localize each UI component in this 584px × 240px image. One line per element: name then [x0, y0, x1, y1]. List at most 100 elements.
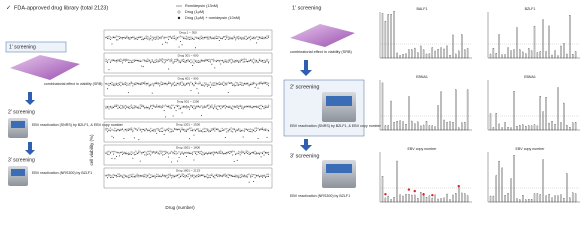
scatter-dot: [121, 62, 123, 64]
scatter-dot: [118, 173, 121, 175]
scatter-dot: [112, 153, 114, 155]
scatter-dot: [242, 61, 244, 63]
scatter-dot: [144, 83, 146, 85]
scatter-dot: [118, 82, 121, 84]
scatter-dot: [220, 38, 222, 40]
scatter-dot: [226, 60, 228, 62]
scatter-dot: [266, 107, 268, 109]
scatter-dot: [247, 152, 249, 154]
scatter-dot: [130, 153, 132, 155]
scatter-dot: [167, 58, 170, 61]
scatter-dot: [238, 60, 240, 63]
scatter-dot: [236, 37, 238, 39]
scatter-dot: [205, 58, 207, 61]
scatter-dot: [111, 84, 113, 86]
scatter-dot: [202, 36, 204, 38]
scatter-dot: [135, 153, 137, 155]
scatter-dot: [150, 150, 152, 152]
scatter-dot: [111, 175, 113, 177]
scatter-dot: [190, 36, 192, 38]
scatter-dot: [177, 37, 179, 39]
scatter-dot: [130, 61, 132, 63]
scatter-dot: [244, 36, 246, 38]
scatter-dot: [175, 84, 177, 86]
scatter-dot: [186, 175, 188, 177]
scatter-dot: [254, 150, 256, 153]
scatter-dot: [150, 84, 152, 86]
x-axis-label: Drug (number): [165, 205, 195, 210]
scatter-dot: [221, 105, 223, 107]
scatter-dot: [194, 106, 197, 108]
scatter-dot: [167, 127, 170, 129]
scatter-dot: [112, 84, 114, 86]
scatter-dot: [121, 38, 124, 40]
scatter-dot: [255, 60, 258, 63]
scatter-dot: [184, 105, 186, 107]
scatter-dot: [202, 128, 204, 130]
scatter-dot: [205, 84, 207, 86]
scatter-dot: [229, 174, 231, 176]
scatter-dot: [163, 59, 165, 61]
bar: [419, 45, 422, 59]
scatter-dot: [241, 150, 243, 152]
scatter-dot: [199, 81, 201, 83]
scatter-dot: [182, 82, 185, 85]
scatter-dot: [112, 107, 114, 109]
scatter-dot: [160, 58, 162, 60]
scatter-dot: [105, 106, 107, 108]
bar: [411, 120, 413, 131]
scatter-dot: [190, 81, 192, 83]
scatter-dot: [144, 173, 146, 176]
scatter-dot: [248, 84, 250, 86]
scatter-dot: [263, 129, 265, 131]
scatter-dot: [165, 104, 167, 106]
scatter-dot: [259, 83, 261, 85]
scatter-dot: [151, 83, 153, 85]
scatter-dot: [185, 129, 188, 131]
scatter-dot: [121, 83, 123, 85]
scatter-dot: [218, 84, 220, 86]
scatter-dot: [199, 60, 201, 62]
scatter-dot: [114, 174, 116, 176]
scatter-dot: [202, 106, 204, 108]
scatter-dot: [238, 153, 240, 155]
scatter-dot: [208, 152, 210, 154]
scatter-dot: [263, 81, 265, 83]
scatter-dot: [171, 161, 173, 163]
scatter-dot: [138, 37, 140, 39]
scatter-dot: [138, 176, 140, 178]
scatter-dot: [226, 106, 228, 108]
scatter-dot: [203, 82, 206, 84]
scatter-dot: [141, 175, 143, 177]
bar: [399, 120, 401, 131]
scatter-dot: [135, 82, 137, 84]
scatter-dot: [194, 107, 196, 109]
scatter-dot: [241, 176, 243, 178]
scatter-dot: [133, 107, 135, 109]
scatter-dot: [121, 176, 123, 178]
highlight-dot: [457, 184, 460, 188]
bar: [440, 91, 442, 131]
scatter-dot: [224, 82, 226, 84]
arrow: [300, 139, 312, 151]
scatter-dot: [167, 105, 170, 107]
scatter-dot: [263, 37, 265, 39]
scatter-dot: [181, 175, 183, 177]
bar: [495, 175, 498, 203]
scatter-dot: [181, 85, 183, 87]
scatter-dot: [121, 37, 123, 39]
bar: [437, 198, 439, 203]
scatter-dot: [218, 81, 220, 84]
scatter-dot: [118, 175, 120, 177]
scatter-dot: [154, 130, 156, 132]
scatter-dot: [206, 153, 208, 155]
scatter-dot: [124, 81, 127, 84]
scatter-dot: [132, 108, 134, 110]
scatter-dot: [206, 128, 209, 130]
scatter-dot: [106, 62, 108, 64]
scatter-dot: [147, 153, 149, 155]
scatter-dot: [183, 153, 185, 155]
scatter-dot: [109, 176, 111, 178]
scatter-dot: [118, 152, 121, 154]
scatter-dot: [257, 174, 259, 176]
